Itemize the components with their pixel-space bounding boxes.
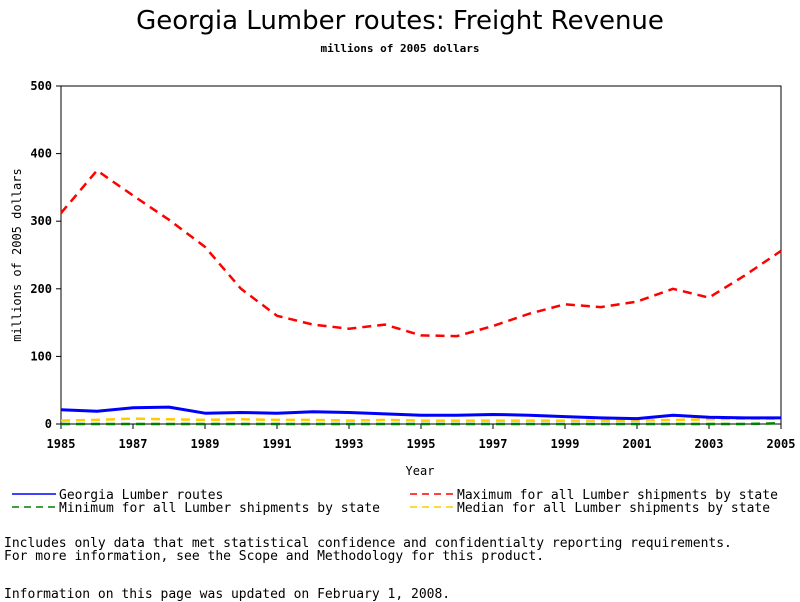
x-tick-label: 1993 [335, 437, 364, 451]
legend: Georgia Lumber routes Maximum for all Lum… [12, 488, 778, 516]
series-line-1 [60, 169, 782, 338]
note-methodology: For more information, see the Scope and … [4, 549, 545, 564]
y-tick-label: 400 [30, 147, 52, 161]
y-tick-label: 500 [30, 79, 52, 93]
x-tick-label: 2003 [695, 437, 724, 451]
note-confidence: Includes only data that met statistical … [4, 536, 732, 551]
series-line-0 [60, 405, 781, 421]
y-tick-label: 300 [30, 214, 52, 228]
y-tick-label: 100 [30, 349, 52, 363]
x-tick-label: 1985 [47, 437, 76, 451]
x-tick-label: 1987 [119, 437, 148, 451]
x-tick-label: 1997 [479, 437, 508, 451]
plot-frame [60, 85, 782, 425]
legend-label: Median for all Lumber shipments by state [457, 501, 770, 516]
y-axis-ticks: 0 100 200 300 400 500 [30, 79, 61, 431]
legend-label: Minimum for all Lumber shipments by stat… [59, 501, 380, 516]
legend-label: Maximum for all Lumber shipments by stat… [457, 488, 778, 503]
series-lines [60, 169, 782, 426]
chart-subtitle: millions of 2005 dollars [320, 42, 480, 55]
x-tick-label: 2005 [767, 437, 796, 451]
x-tick-label: 1999 [551, 437, 580, 451]
y-tick-label: 0 [45, 417, 52, 431]
series-line-2 [61, 422, 782, 426]
x-tick-label: 1995 [407, 437, 436, 451]
y-tick-label: 200 [30, 282, 52, 296]
series-line-3 [60, 417, 781, 422]
line-chart: 0 100 200 300 400 500 1985 1987 1989 1991 1993 199… [10, 79, 796, 516]
x-tick-label: 1991 [263, 437, 292, 451]
chart-title: Georgia Lumber routes: Freight Revenue [136, 6, 664, 36]
x-tick-label: 2001 [623, 437, 652, 451]
x-tick-label: 1989 [191, 437, 220, 451]
x-axis-label: Year [406, 464, 435, 478]
legend-label: Georgia Lumber routes [59, 488, 223, 503]
x-axis-ticks: 1985 1987 1989 1991 1993 1995 1997 1999 2001 2003… [47, 424, 796, 451]
note-updated: Information on this page was updated on … [4, 587, 451, 602]
y-axis-label: millions of 2005 dollars [10, 168, 24, 341]
